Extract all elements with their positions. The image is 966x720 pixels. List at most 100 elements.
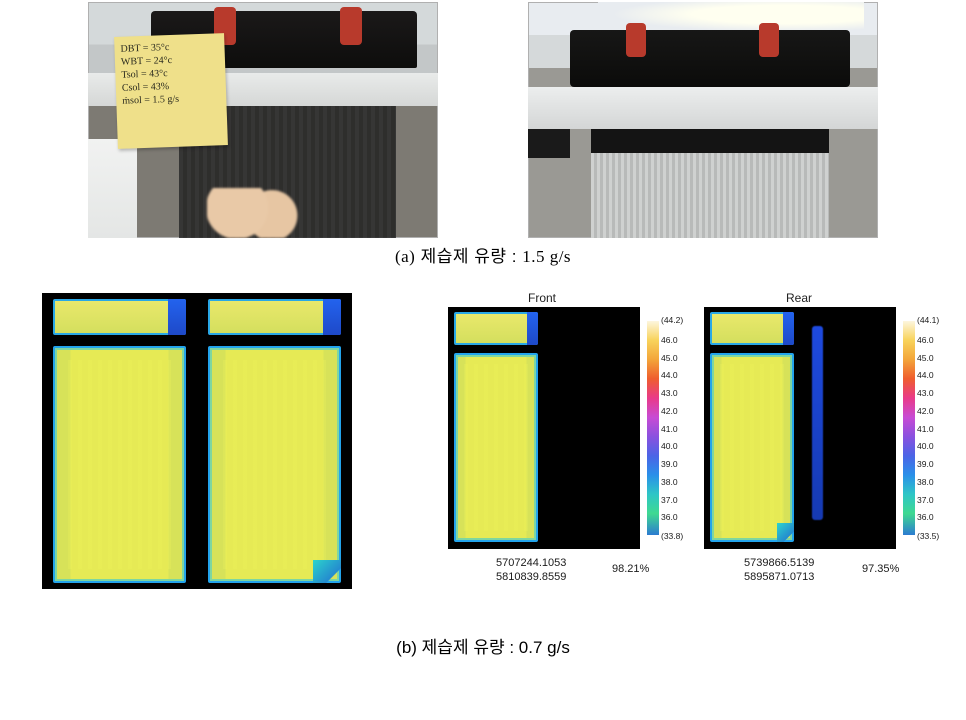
colorbar-tick: 45.0 [917,353,934,363]
thermal-body [454,353,539,542]
colorbar-tick: 40.0 [661,441,678,451]
stat-value: 5810839.8559 [496,571,566,585]
colorbar-front: (44.2) 46.0 45.0 44.0 43.0 42.0 41.0 40.… [644,307,680,549]
stat-pct: 98.21% [612,563,649,577]
colorbar-tick: 46.0 [917,335,934,345]
thermal-large-left [42,293,197,589]
caption-b-label: (b) [396,638,417,657]
colorbar-tick: 43.0 [661,388,678,398]
rear-stats-pct: 97.35% [862,563,899,577]
colorbar-cap-top: (44.2) [661,315,683,325]
sticky-note: DBT = 35°c WBT = 24°c Tsol = 43°c Csol =… [114,33,228,149]
caption-b-value: 0.7 g/s [519,638,570,657]
panel-divider [193,293,201,589]
stat-value: 5707244.1053 [496,557,566,571]
thermal-head [208,299,341,336]
colorbar-cap-top: (44.1) [917,315,939,325]
caption-a-label: (a) [395,247,415,266]
colorbar-tick: 39.0 [661,459,678,469]
colorbar-tick: 42.0 [661,406,678,416]
cool-tail [777,523,795,541]
caption-a-value: 1.5 g/s [522,247,571,266]
front-stats-values: 5707244.1053 5810839.8559 [496,557,566,585]
colorbar-ticks: (44.2) 46.0 45.0 44.0 43.0 42.0 41.0 40.… [661,317,680,539]
rear-label: Rear [786,291,812,305]
colorbar-tick: 37.0 [917,495,934,505]
colorbar-tick: 37.0 [661,495,678,505]
foam-edge [88,139,137,238]
stat-pct: 97.35% [862,563,899,577]
clamp-icon [626,23,646,57]
colorbar-tick: 36.0 [661,512,678,522]
streaks [464,364,528,530]
streaks [68,360,171,570]
colorbar-cap-bottom: (33.5) [917,531,939,541]
caption-b-text: 제습제 유량 : [422,638,514,657]
thermal-pair-cluster: Front Rear (44.2) [448,293,948,589]
test-panel [591,153,829,238]
front-label: Front [528,291,556,305]
rear-stats-values: 5739866.5139 5895871.0713 [744,557,814,585]
thermal-large-right [197,293,352,589]
colorbar-gradient [903,321,915,535]
colorbar-gradient [647,321,659,535]
cold-edge [812,326,824,520]
colorbar-tick: 40.0 [917,441,934,451]
colorbar-tick: 39.0 [917,459,934,469]
colorbar-tick: 42.0 [917,406,934,416]
page: DBT = 35°c WBT = 24°c Tsol = 43°c Csol =… [0,0,966,720]
thermal-body [208,346,341,583]
caption-a-text: 제습제 유량 : [421,247,517,266]
photo-row-a: DBT = 35°c WBT = 24°c Tsol = 43°c Csol =… [0,0,966,238]
colorbar-tick: 38.0 [661,477,678,487]
colorbar-tick: 41.0 [917,424,934,434]
thermal-front-panel [448,307,640,549]
cool-tail [313,560,341,583]
thermal-body [710,353,795,542]
sticky-line: ṁsol = 1.5 g/s [122,91,220,107]
caption-a: (a) 제습제 유량 : 1.5 g/s [0,242,966,267]
streaks [223,360,326,570]
thermal-rear-right-dark [800,307,896,549]
colorbar-tick: 38.0 [917,477,934,487]
colorbar-tick: 44.0 [917,370,934,380]
caption-b: (b) 제습제 유량 : 0.7 g/s [0,633,966,658]
colorbar-tick: 44.0 [661,370,678,380]
thermal-large [42,293,352,589]
thermal-row-b: Front Rear (44.2) [0,267,966,589]
cold-tip [527,312,538,345]
clamp-icon [340,7,362,45]
colorbar-tick: 45.0 [661,353,678,363]
colorbar-tick: 43.0 [917,388,934,398]
clamp-block [570,30,850,87]
stat-value: 5739866.5139 [744,557,814,571]
clamp-icon [759,23,779,57]
streaks [720,364,784,530]
thermal-head [53,299,186,336]
cold-tip [323,299,341,336]
colorbar-tick: 41.0 [661,424,678,434]
colorbar-tick: 46.0 [661,335,678,345]
front-stats-pct: 98.21% [612,563,649,577]
gap [680,307,704,549]
thermal-front-right-dark [544,307,640,549]
stat-value: 5895871.0713 [744,571,814,585]
cold-tip [783,312,794,345]
thermal-front-left [448,307,544,549]
rail-bar [528,87,878,129]
thermal-rear-left [704,307,800,549]
thermal-body [53,346,186,583]
photo-apparatus-rear [528,2,878,238]
thermal-head [454,312,539,345]
hand-shape [207,188,307,238]
thermal-rear-panel [704,307,896,549]
colorbar-rear: (44.1) 46.0 45.0 44.0 43.0 42.0 41.0 40.… [900,307,936,549]
cold-tip [168,299,186,336]
thermal-head [710,312,795,345]
colorbar-tick: 36.0 [917,512,934,522]
photo-apparatus-front: DBT = 35°c WBT = 24°c Tsol = 43°c Csol =… [88,2,438,238]
thermal-pair: (44.2) 46.0 45.0 44.0 43.0 42.0 41.0 40.… [448,293,948,549]
colorbar-ticks: (44.1) 46.0 45.0 44.0 43.0 42.0 41.0 40.… [917,317,936,539]
panel-top-band [591,129,829,153]
colorbar-cap-bottom: (33.8) [661,531,683,541]
